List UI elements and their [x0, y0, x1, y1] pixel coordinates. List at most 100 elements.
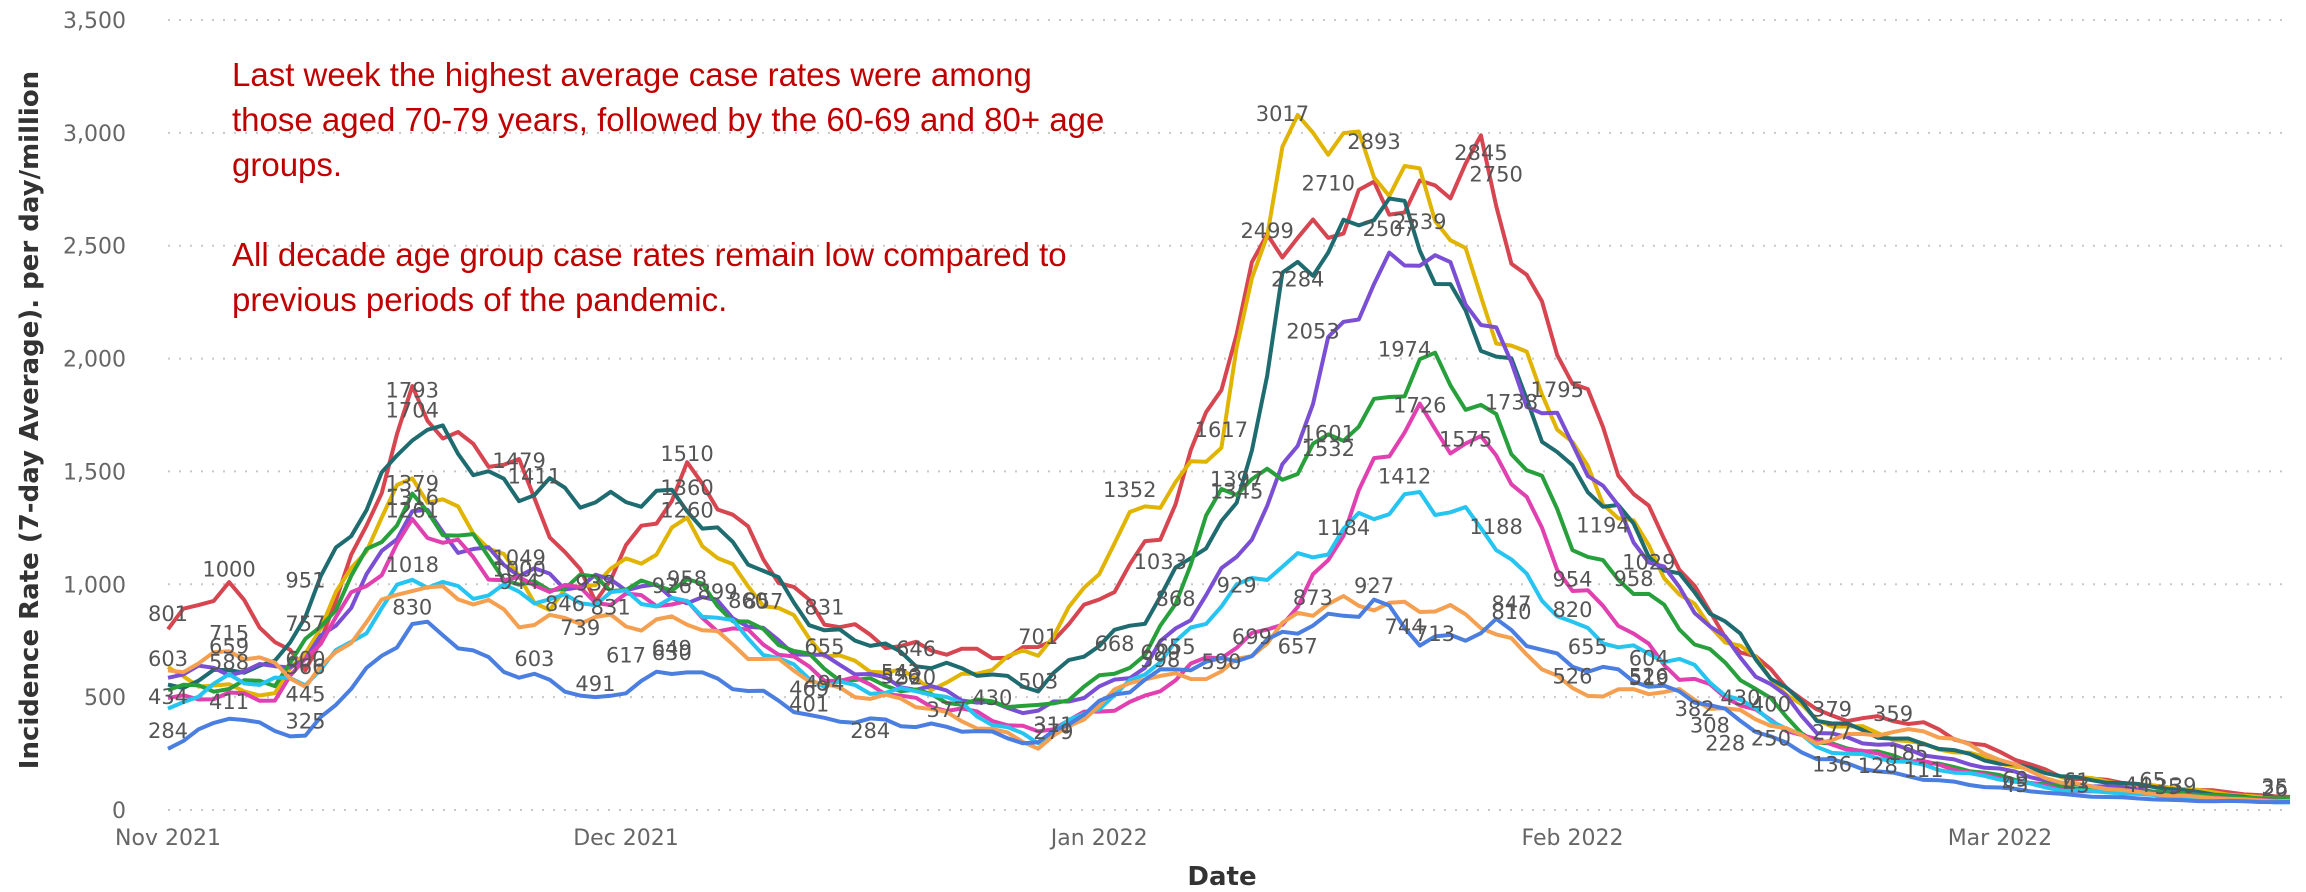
data-label: 520	[896, 666, 936, 690]
data-label: 820	[1552, 598, 1592, 622]
data-label: 503	[1018, 669, 1058, 693]
data-label: 3017	[1256, 102, 1309, 126]
data-label: 1601	[1302, 422, 1355, 446]
data-label: 1049	[492, 546, 545, 570]
data-label: 958	[667, 567, 707, 591]
data-label: 1345	[1210, 479, 1263, 503]
y-tick-label: 3,500	[63, 9, 126, 34]
data-label: 1412	[1378, 464, 1431, 488]
data-label: 411	[209, 690, 249, 714]
data-label: 668	[1094, 632, 1134, 656]
data-label: 2893	[1347, 130, 1400, 154]
data-label: 699	[1232, 625, 1272, 649]
data-label: 2053	[1286, 320, 1339, 344]
data-label: 434	[148, 685, 188, 709]
data-label: 958	[1614, 567, 1654, 591]
data-label: 311	[1033, 713, 1073, 737]
data-label: 873	[1293, 586, 1333, 610]
y-tick-label: 2,500	[63, 235, 126, 260]
data-label: 603	[514, 647, 554, 671]
data-label: 2499	[1240, 219, 1293, 243]
data-label: 810	[1491, 600, 1531, 624]
data-label: 857	[743, 590, 783, 614]
data-label: 603	[148, 647, 188, 671]
data-label: 604	[1629, 647, 1669, 671]
series-line	[167, 250, 2291, 804]
data-label: 382	[1675, 697, 1715, 721]
data-label: 744	[1385, 615, 1425, 639]
data-label: 649	[652, 637, 692, 661]
data-label: 1188	[1469, 515, 1522, 539]
chart-annotation: Last week the highest average case rates…	[232, 52, 1112, 367]
data-label: 1974	[1378, 337, 1431, 361]
data-label: 1738	[1485, 391, 1538, 415]
data-label: 377	[927, 698, 967, 722]
data-label: 655	[1568, 635, 1608, 659]
data-label: 1033	[1134, 550, 1187, 574]
x-tick-label: Feb 2022	[1522, 826, 1624, 851]
data-label: 1352	[1103, 478, 1156, 502]
data-label: 526	[1552, 664, 1592, 688]
data-label: 445	[285, 683, 325, 707]
data-label: 2507	[1363, 217, 1416, 241]
series-line	[167, 584, 2291, 804]
data-label: 284	[850, 719, 890, 743]
y-tick-label: 500	[84, 686, 126, 711]
series-line	[166, 133, 2291, 799]
data-label: 739	[560, 616, 600, 640]
data-label: 430	[972, 686, 1012, 710]
data-label: 61	[2063, 769, 2090, 793]
data-label: 713	[1415, 622, 1455, 646]
series-line	[167, 401, 2291, 804]
data-label: 830	[392, 596, 432, 620]
data-label: 250	[1751, 727, 1791, 751]
data-label: 801	[148, 602, 188, 626]
data-label: 2284	[1271, 267, 1324, 291]
data-label: 379	[1812, 697, 1852, 721]
data-label: 598	[1140, 648, 1180, 672]
data-label: 1000	[202, 557, 255, 581]
series-lines	[166, 113, 2291, 805]
data-label: 1704	[386, 398, 439, 422]
data-label: 136	[1812, 752, 1852, 776]
data-label: 325	[285, 710, 325, 734]
data-label: 1194	[1576, 513, 1629, 537]
data-label: 65	[2139, 768, 2166, 792]
data-label: 715	[209, 622, 249, 646]
data-label: 469	[789, 677, 829, 701]
x-tick-label: Jan 2022	[1049, 826, 1148, 851]
data-label: 1000	[492, 557, 545, 581]
y-axis-title: Incidence Rate (7-day Average). per day/…	[15, 71, 45, 769]
data-label: 1184	[1317, 516, 1370, 540]
data-label: 1575	[1439, 428, 1492, 452]
data-label: 1726	[1393, 393, 1446, 417]
y-tick-label: 1,500	[63, 460, 126, 485]
data-label: 494	[804, 671, 844, 695]
x-tick-label: Nov 2021	[115, 826, 221, 851]
data-label: 2710	[1302, 171, 1355, 195]
data-label: 2750	[1469, 162, 1522, 186]
data-label: 35	[2155, 775, 2182, 799]
data-label: 1793	[386, 378, 439, 402]
y-tick-label: 1,000	[63, 573, 126, 598]
data-label: 926	[652, 574, 692, 598]
data-label: 659	[209, 634, 249, 658]
data-label: 701	[1018, 625, 1058, 649]
x-tick-label: Dec 2021	[573, 826, 679, 851]
data-label: 630	[652, 641, 692, 665]
data-label: 39	[2170, 774, 2197, 798]
data-label: 868	[1156, 587, 1196, 611]
data-label: 860	[728, 589, 768, 613]
data-label: 590	[1201, 650, 1241, 674]
data-label: 927	[1354, 574, 1394, 598]
data-label: 26	[2261, 777, 2288, 801]
data-label: 279	[1033, 720, 1073, 744]
data-label: 128	[1858, 754, 1898, 778]
data-label: 1379	[386, 472, 439, 496]
data-label: 1411	[508, 465, 561, 489]
series-line	[167, 490, 2290, 805]
data-label: 284	[148, 719, 188, 743]
data-label: 69	[2002, 767, 2029, 791]
data-label: 543	[881, 660, 921, 684]
annotation-line-2: All decade age group case rates remain l…	[232, 236, 1067, 318]
